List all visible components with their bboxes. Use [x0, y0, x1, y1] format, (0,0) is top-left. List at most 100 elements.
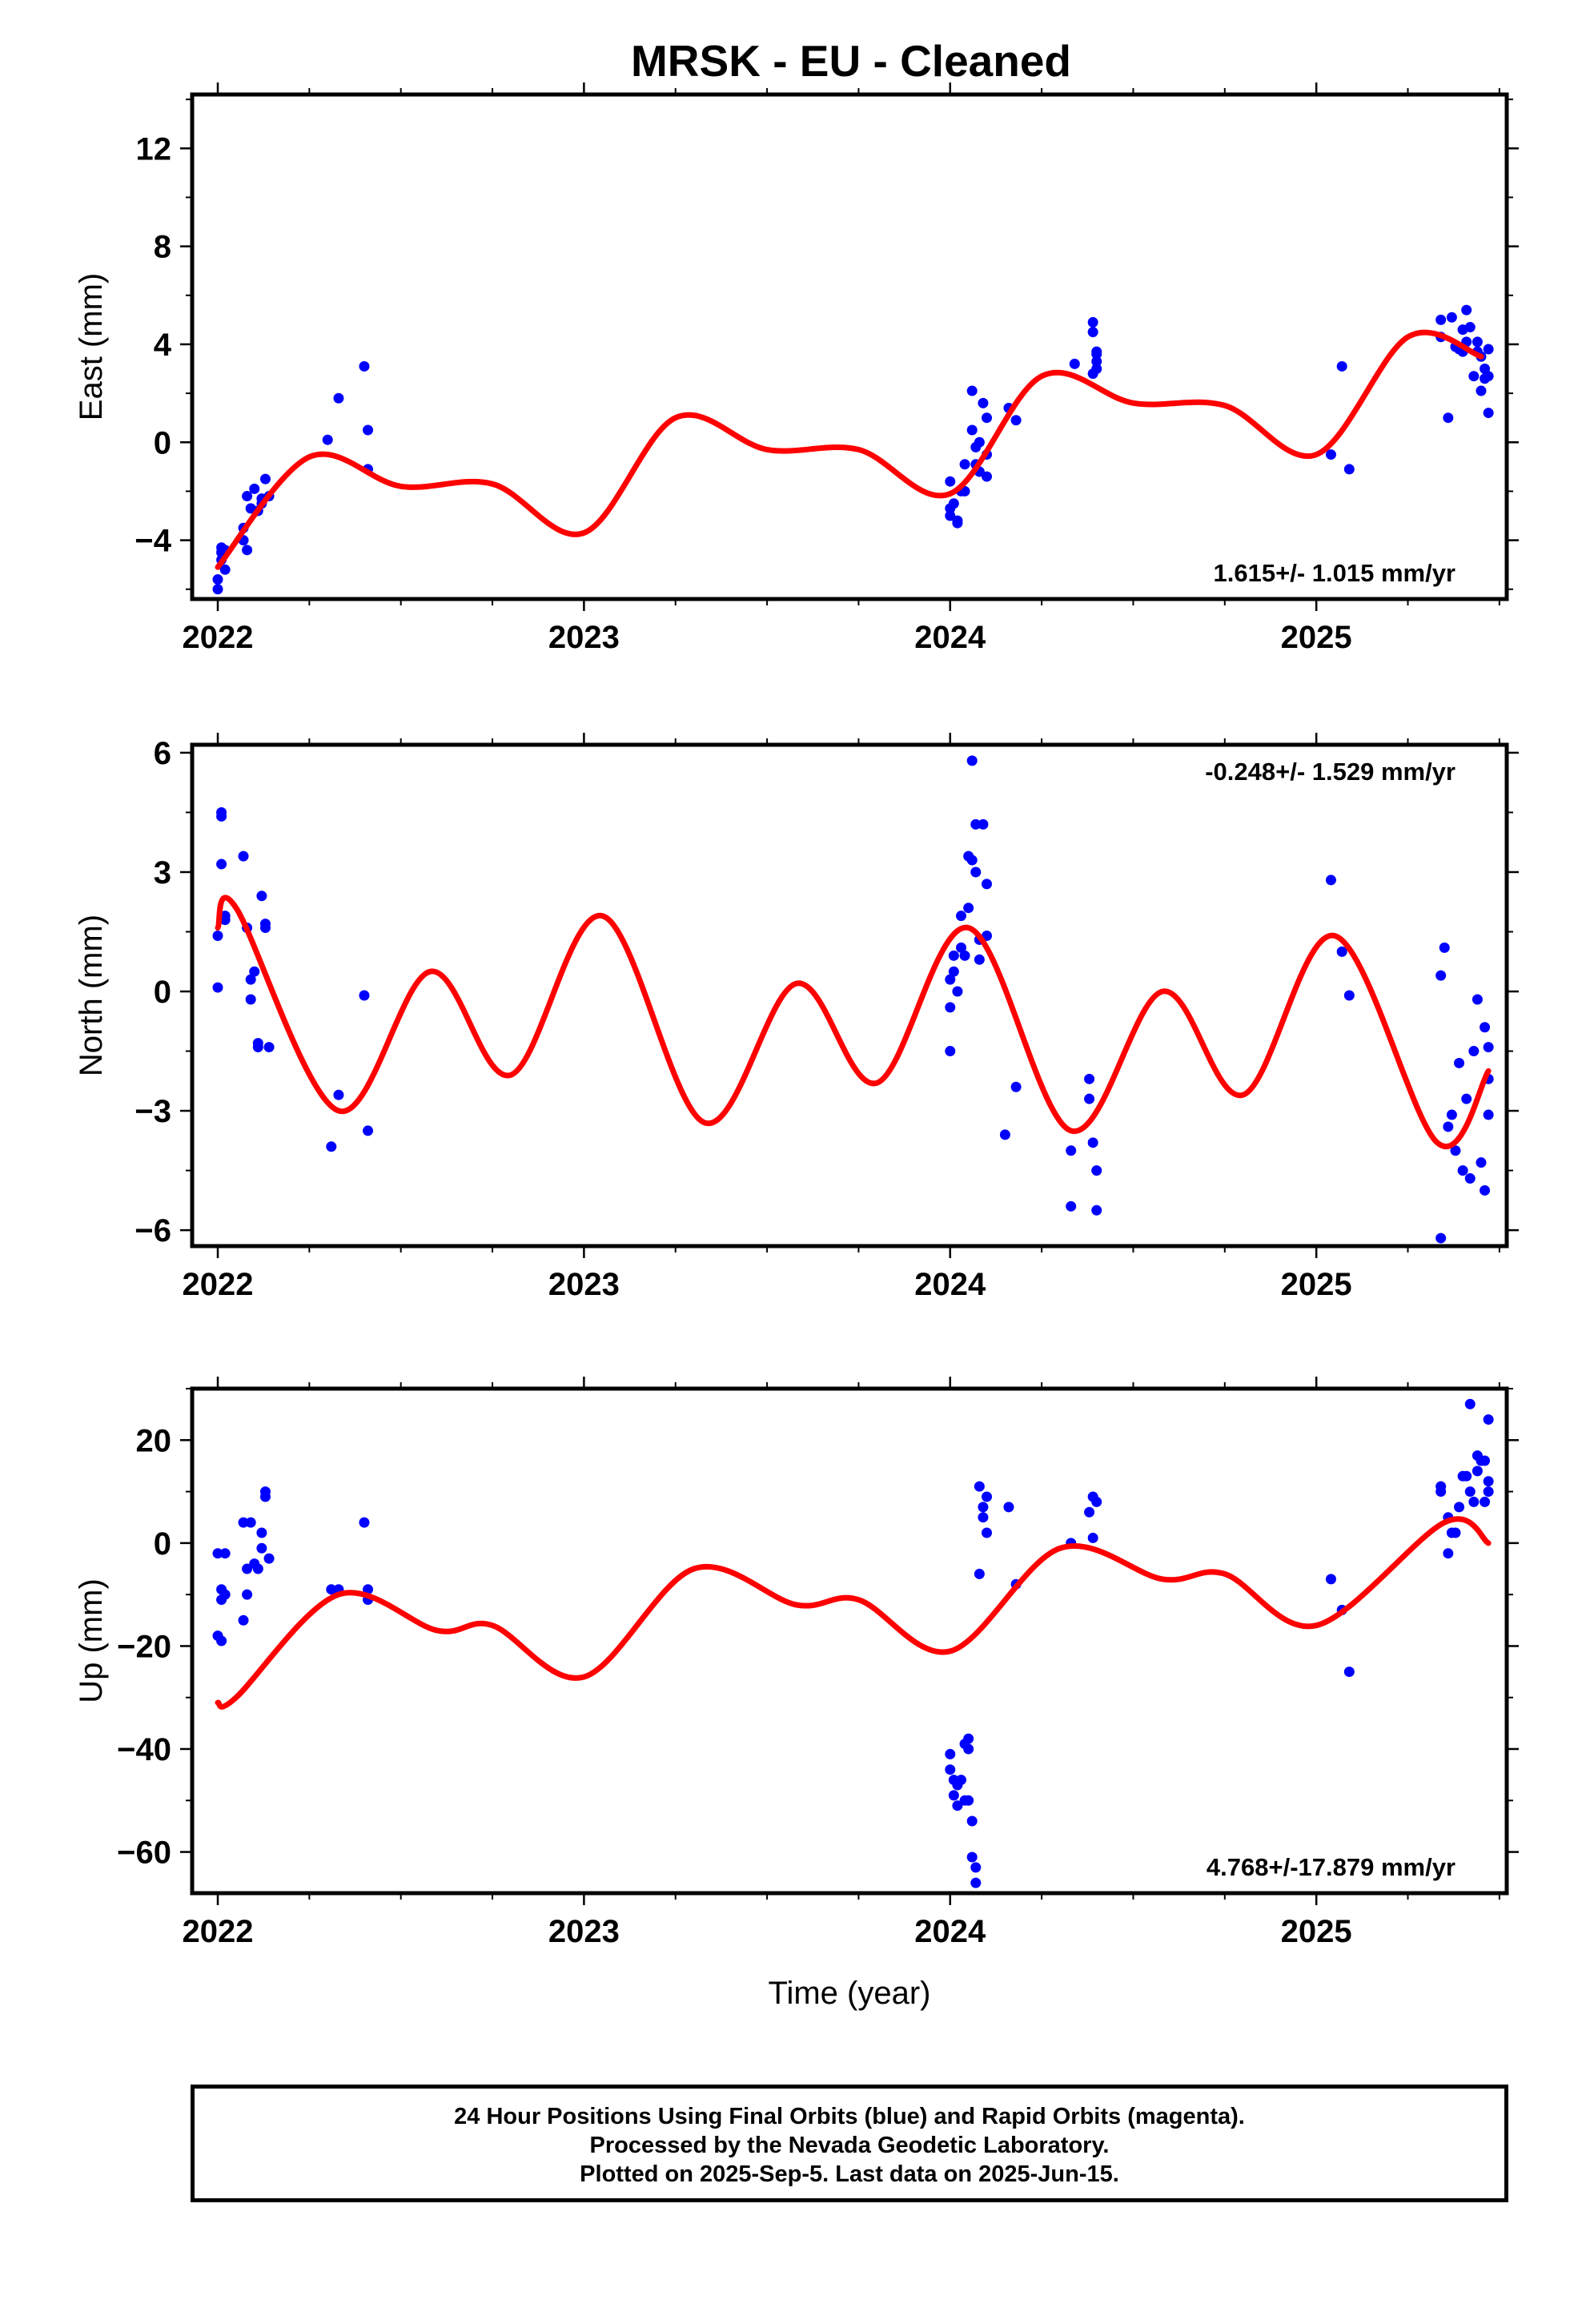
- x-tick-label: 2024: [914, 1267, 986, 1302]
- data-point: [219, 1589, 231, 1600]
- x-tick-label: 2023: [548, 1267, 620, 1302]
- data-point: [945, 1046, 956, 1057]
- north-panel: 2022 2023 2024 2025 −6 −3 0 3 6 North (mm) -0.248+…: [74, 733, 1519, 1302]
- data-point: [1461, 1093, 1472, 1104]
- model-curve: [215, 329, 1484, 570]
- data-point: [1468, 1496, 1480, 1507]
- y-tick-label: 20: [136, 1423, 172, 1458]
- data-point: [959, 459, 970, 470]
- y-tick-label: −4: [135, 524, 171, 559]
- data-point: [1461, 1470, 1472, 1482]
- data-point: [970, 818, 982, 830]
- data-point: [948, 498, 959, 509]
- data-point: [966, 1815, 978, 1827]
- data-point: [1066, 1200, 1077, 1212]
- data-point: [982, 1491, 993, 1502]
- data-point: [238, 1517, 249, 1528]
- data-point: [1325, 1574, 1336, 1585]
- data-point: [1454, 1057, 1465, 1068]
- data-point: [982, 930, 993, 941]
- data-point: [974, 1568, 985, 1579]
- y-tick-label: 3: [154, 855, 171, 891]
- model-curve: [215, 1516, 1492, 1710]
- data-point: [1443, 1121, 1454, 1132]
- y-axis-label: East (mm): [74, 273, 109, 420]
- data-point: [216, 1635, 227, 1647]
- data-point: [1483, 1476, 1494, 1487]
- data-point: [945, 1764, 956, 1775]
- data-point: [245, 974, 256, 985]
- data-point: [1010, 1081, 1022, 1092]
- y-tick-label: 0: [154, 975, 171, 1010]
- footer-line-3: Plotted on 2025-Sep-5. Last data on 2025…: [580, 2161, 1119, 2187]
- data-point: [963, 1733, 974, 1744]
- model-curve: [215, 895, 1492, 1149]
- data-point: [945, 1002, 956, 1013]
- up-panel: 2022 2023 2024 2025 −60 −40 −20 0 20 Up (mm) 4.768…: [74, 1377, 1519, 1949]
- data-point: [982, 879, 993, 890]
- data-point: [1069, 358, 1080, 369]
- data-point: [1446, 312, 1457, 323]
- data-point: [359, 990, 370, 1001]
- data-point: [1087, 1532, 1098, 1543]
- data-point: [1084, 1093, 1095, 1104]
- data-point: [242, 1563, 253, 1574]
- data-point: [242, 491, 253, 502]
- data-point: [1084, 1073, 1095, 1084]
- data-point: [1480, 1022, 1491, 1033]
- data-point: [945, 1748, 956, 1759]
- data-point: [978, 818, 989, 830]
- data-point: [363, 424, 374, 436]
- data-point: [219, 1548, 231, 1559]
- data-point: [1087, 316, 1098, 328]
- x-tick-label: 2025: [1281, 1914, 1352, 1949]
- data-point: [1091, 1496, 1102, 1507]
- velocity-annotation: 4.768+/-17.879 mm/yr: [1207, 1853, 1456, 1881]
- east-panel: 2022 2023 2024 2025 −4 0 4 8 12 East (mm) 1.615+/-…: [74, 82, 1519, 655]
- data-point: [326, 1141, 337, 1152]
- data-point: [966, 854, 978, 866]
- data-point: [242, 1589, 253, 1600]
- data-point: [978, 1512, 989, 1523]
- data-point: [1464, 322, 1476, 333]
- data-point: [216, 806, 227, 818]
- data-point: [1450, 1145, 1461, 1156]
- data-point: [945, 476, 956, 487]
- data-point: [1483, 1109, 1494, 1120]
- x-tick-label: 2025: [1281, 1267, 1352, 1302]
- data-point: [1091, 346, 1102, 357]
- data-point: [982, 412, 993, 424]
- data-point: [1483, 1042, 1494, 1053]
- data-point: [966, 385, 978, 396]
- data-point: [1435, 314, 1447, 325]
- x-tick-label: 2024: [914, 1914, 986, 1949]
- data-point: [1483, 1486, 1494, 1498]
- plot-frame: [190, 92, 1509, 601]
- data-point: [963, 1795, 974, 1806]
- data-point: [326, 1584, 337, 1595]
- data-point: [256, 1527, 267, 1538]
- data-point: [948, 1790, 959, 1801]
- data-point: [238, 850, 249, 862]
- data-point: [259, 473, 271, 485]
- data-point: [1461, 304, 1472, 316]
- data-point: [212, 930, 223, 941]
- data-point: [333, 392, 344, 404]
- data-point: [1472, 336, 1483, 348]
- data-point: [1468, 1046, 1480, 1057]
- data-point: [1472, 1466, 1483, 1477]
- data-point: [963, 1743, 974, 1755]
- y-axis-label: North (mm): [74, 915, 109, 1076]
- data-point: [259, 919, 271, 930]
- data-point: [1476, 1157, 1487, 1168]
- data-point: [1091, 364, 1102, 375]
- data-point: [978, 397, 989, 408]
- chart-title: MRSK - EU - Cleaned: [631, 36, 1071, 86]
- data-point: [212, 574, 223, 585]
- footer-line-1: 24 Hour Positions Using Final Orbits (bl…: [454, 2104, 1245, 2129]
- footer-line-2: Processed by the Nevada Geodetic Laborat…: [589, 2133, 1110, 2158]
- data-point: [1464, 1173, 1476, 1184]
- data-point: [970, 1862, 982, 1873]
- data-point: [952, 986, 963, 997]
- data-point: [952, 517, 963, 529]
